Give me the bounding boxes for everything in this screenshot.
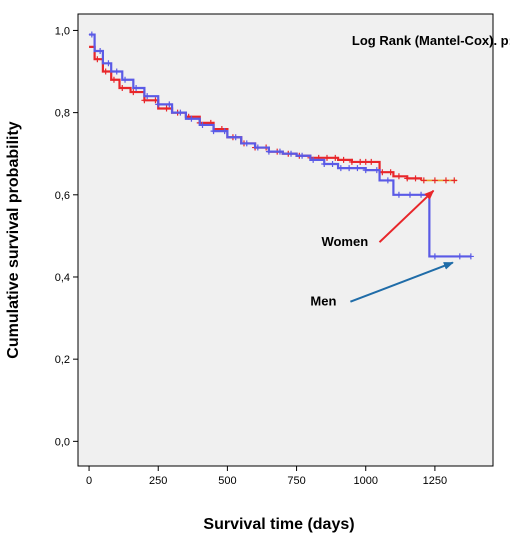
censor-mark-men <box>373 167 380 174</box>
censor-mark-men <box>346 165 353 172</box>
censor-mark-women <box>119 84 126 91</box>
y-axis-title: Cumulative survival probability <box>5 121 22 359</box>
censor-mark-men <box>199 121 206 128</box>
y-tick-label: 1,0 <box>55 25 70 37</box>
x-tick-label: 1000 <box>353 475 377 487</box>
x-axis: 0 250 500 750 1000 1250 <box>86 466 447 487</box>
censor-mark-women <box>130 89 137 96</box>
censor-mark-women <box>404 175 411 182</box>
censor-mark-women <box>368 158 375 165</box>
censor-mark-women <box>387 169 394 176</box>
censor-mark-women <box>348 158 355 165</box>
censor-mark-men <box>276 148 283 155</box>
censor-mark-women <box>110 76 117 83</box>
censor-mark-women <box>324 154 330 161</box>
censor-mark-women <box>102 68 109 75</box>
series-layer <box>88 31 474 260</box>
y-tick-label: 0,2 <box>55 354 70 366</box>
censor-mark-women <box>94 56 101 63</box>
annotation-text: Log Rank (Mantel-Cox). p:0.925 <box>352 33 510 48</box>
censor-mark-women <box>357 158 364 165</box>
censor-mark-men <box>354 165 361 172</box>
y-axis: 0,0 0,2 0,4 0,6 0,8 1,0 <box>55 25 78 448</box>
censor-mark-men <box>384 177 391 184</box>
y-tick-label: 0,6 <box>55 190 70 202</box>
censor-mark-men <box>210 128 217 135</box>
censor-mark-men <box>122 76 129 83</box>
annotation-text: Women <box>321 234 368 249</box>
x-tick-label: 500 <box>218 475 236 487</box>
censor-mark-men <box>431 253 438 260</box>
censor-mark-men <box>418 191 425 198</box>
censor-mark-men <box>337 165 344 172</box>
censor-mark-men <box>456 253 463 260</box>
censor-mark-women <box>141 97 148 104</box>
y-tick-label: 0,8 <box>55 108 70 120</box>
censor-mark-men <box>166 101 173 108</box>
censor-mark-women <box>442 177 449 184</box>
censor-mark-men <box>395 191 402 198</box>
censor-mark-women <box>451 177 458 184</box>
censor-mark-men <box>105 60 112 67</box>
censor-mark-men <box>321 160 328 167</box>
censor-mark-men <box>177 109 184 116</box>
x-tick-label: 0 <box>86 475 92 487</box>
censor-mark-men <box>133 84 140 91</box>
censor-mark-men <box>310 156 317 163</box>
censor-mark-men <box>467 253 474 260</box>
censor-mark-men <box>407 191 413 198</box>
series-men <box>88 31 474 260</box>
censor-mark-women <box>412 175 419 182</box>
annotation-text: Men <box>310 294 336 309</box>
annotation-arrow-women <box>378 189 435 243</box>
censor-mark-women <box>332 154 339 161</box>
annotation-layer: Log Rank (Mantel-Cox). p:0.925 Women Men <box>310 33 510 309</box>
censor-mark-men <box>188 115 195 122</box>
x-tick-label: 250 <box>149 475 167 487</box>
y-tick-label: 0,0 <box>55 436 70 448</box>
censor-mark-men <box>113 68 120 75</box>
censor-mark-women <box>340 156 347 163</box>
censor-mark-men <box>221 128 228 135</box>
x-tick-label: 1250 <box>423 475 447 487</box>
censor-mark-women <box>395 173 402 180</box>
censor-mark-women <box>420 177 427 184</box>
x-axis-title: Survival time (days) <box>203 516 354 533</box>
censor-mark-men <box>232 134 239 141</box>
censor-mark-men <box>155 101 162 108</box>
censor-mark-women <box>362 158 369 165</box>
censor-mark-men <box>97 47 104 54</box>
plot-area <box>77 13 494 467</box>
censor-mark-men <box>362 167 369 174</box>
censor-mark-men <box>254 144 261 151</box>
y-tick-label: 0,4 <box>55 272 70 284</box>
censor-mark-men <box>144 93 151 100</box>
censor-mark-men <box>329 160 336 167</box>
censor-mark-men <box>299 152 306 159</box>
censor-mark-women <box>431 177 438 184</box>
censor-mark-men <box>88 31 95 38</box>
annotation-arrow-men <box>350 261 454 303</box>
censor-mark-men <box>288 150 295 157</box>
censor-mark-men <box>265 148 272 155</box>
x-tick-label: 750 <box>287 475 305 487</box>
censor-mark-men <box>243 140 250 147</box>
censor-mark-women <box>163 105 170 112</box>
